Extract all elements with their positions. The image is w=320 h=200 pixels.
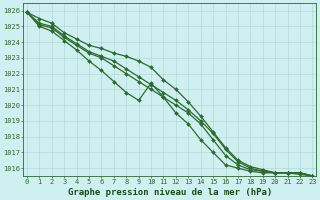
X-axis label: Graphe pression niveau de la mer (hPa): Graphe pression niveau de la mer (hPa)	[68, 188, 272, 197]
